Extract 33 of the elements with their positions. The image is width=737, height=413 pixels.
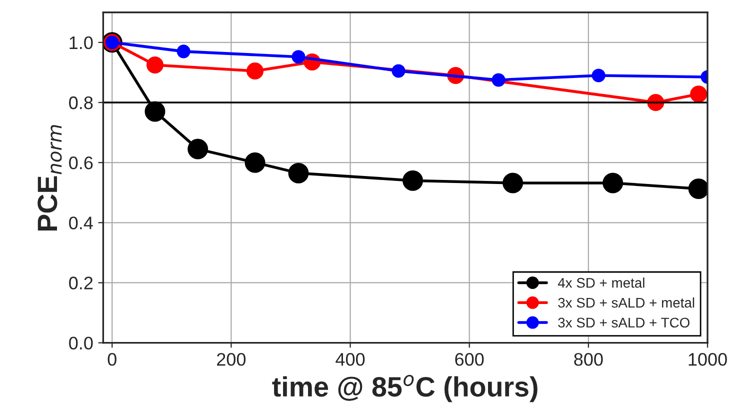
y-tick-label: 0.4 (69, 216, 93, 230)
point (402, 170, 424, 191)
point (188, 138, 208, 160)
point (176, 44, 190, 58)
point (492, 73, 506, 87)
x-tick-label: 800 (574, 352, 603, 366)
x-axis-title: time @ 85$^{o}$C (hours) (272, 374, 538, 402)
y-tick-label: 0.6 (69, 156, 93, 170)
point (688, 178, 708, 199)
legend-label: 3x SD + sALD + TCO (558, 318, 690, 328)
point (246, 62, 264, 80)
point (144, 101, 166, 122)
y-tick-label: 1.0 (70, 36, 93, 50)
point (244, 152, 266, 173)
x-tick-label: 600 (455, 352, 484, 366)
x-tick-label: 200 (217, 352, 246, 366)
y-tick-label: 0.2 (69, 276, 93, 290)
x-tick-label: 400 (336, 352, 365, 366)
x-tick-label: 1000 (688, 352, 727, 366)
y-axis-title: PCE$_{norm}$ (38, 125, 62, 230)
point (392, 64, 406, 78)
point (146, 56, 164, 74)
point (690, 86, 708, 103)
point (502, 172, 524, 194)
legend-label: 3x SD + sALD + metal (558, 297, 694, 308)
legend-label: 4x SD + metal (558, 278, 644, 288)
point (592, 68, 606, 82)
point (292, 50, 306, 64)
x-tick-label: 0 (108, 352, 116, 366)
y-tick-label: 0.8 (69, 96, 93, 110)
point (288, 162, 309, 184)
point (602, 172, 624, 194)
y-tick-label: 0.0 (69, 336, 93, 350)
